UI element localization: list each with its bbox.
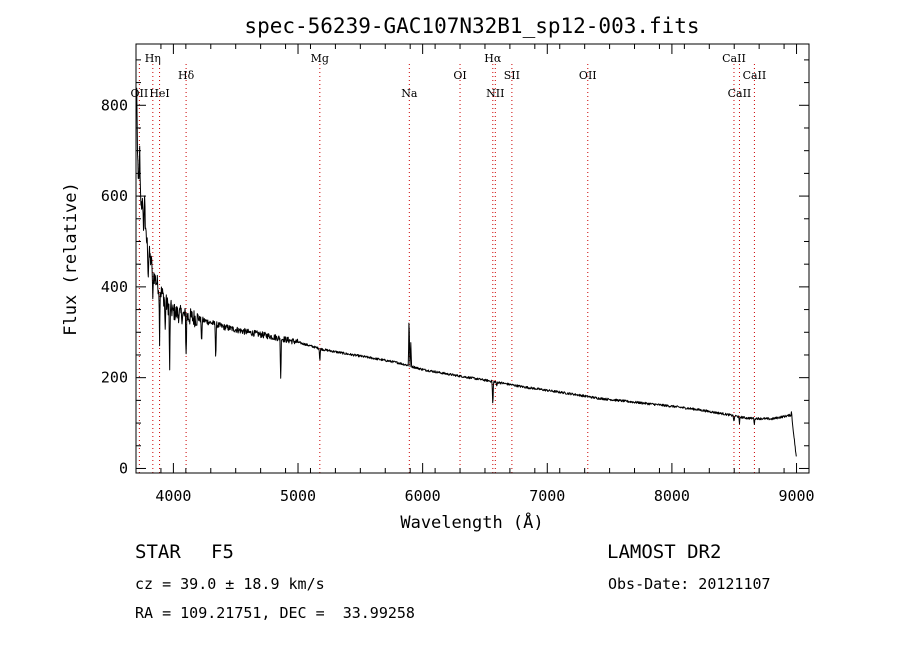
line-label: CaII xyxy=(728,87,752,100)
line-label: Hα xyxy=(484,52,502,65)
x-tick-label: 9000 xyxy=(778,487,814,505)
y-tick-label: 0 xyxy=(119,459,128,477)
x-tick-label: 6000 xyxy=(405,487,441,505)
y-tick-label: 600 xyxy=(101,187,128,205)
observation-date: Obs-Date: 20121107 xyxy=(608,575,771,593)
ra-dec: RA = 109.21751, DEC = 33.99258 xyxy=(135,604,415,622)
chart-title: spec-56239-GAC107N32B1_sp12-003.fits xyxy=(244,14,699,38)
x-axis-label: Wavelength (Å) xyxy=(400,511,543,533)
plot-frame xyxy=(135,43,810,474)
line-label: SII xyxy=(504,69,520,82)
x-tick-label: 8000 xyxy=(654,487,690,505)
survey-name: LAMOST DR2 xyxy=(607,541,722,563)
line-label: OI xyxy=(453,69,466,82)
x-tick-label: 4000 xyxy=(155,487,191,505)
x-tick-label: 7000 xyxy=(529,487,565,505)
line-markers xyxy=(138,64,755,473)
line-label: CaII xyxy=(743,69,767,82)
line-label: OII xyxy=(131,87,149,100)
object-subclass: F5 xyxy=(211,541,234,563)
redshift-cz: cz = 39.0 ± 18.9 km/s xyxy=(135,575,325,593)
y-axis-label: Flux (relative) xyxy=(61,182,81,336)
x-tick-label: 5000 xyxy=(280,487,316,505)
axis-ticks: 4000 5000 6000 7000 8000 9000 0 200 400 600 800 xyxy=(101,44,815,505)
spectrum-line xyxy=(135,87,797,457)
line-label: OII xyxy=(579,69,597,82)
object-class: STAR xyxy=(135,541,181,563)
line-label: NII xyxy=(486,87,504,100)
y-tick-label: 800 xyxy=(101,96,128,114)
y-tick-label: 200 xyxy=(101,369,128,387)
line-label: Hη xyxy=(145,52,161,65)
y-tick-label: 400 xyxy=(101,278,128,296)
line-label: Mg xyxy=(311,52,329,65)
line-label: Hδ xyxy=(178,69,195,82)
line-label: Na xyxy=(401,87,418,100)
line-label: CaII xyxy=(722,52,746,65)
line-label: HeI xyxy=(149,87,169,100)
